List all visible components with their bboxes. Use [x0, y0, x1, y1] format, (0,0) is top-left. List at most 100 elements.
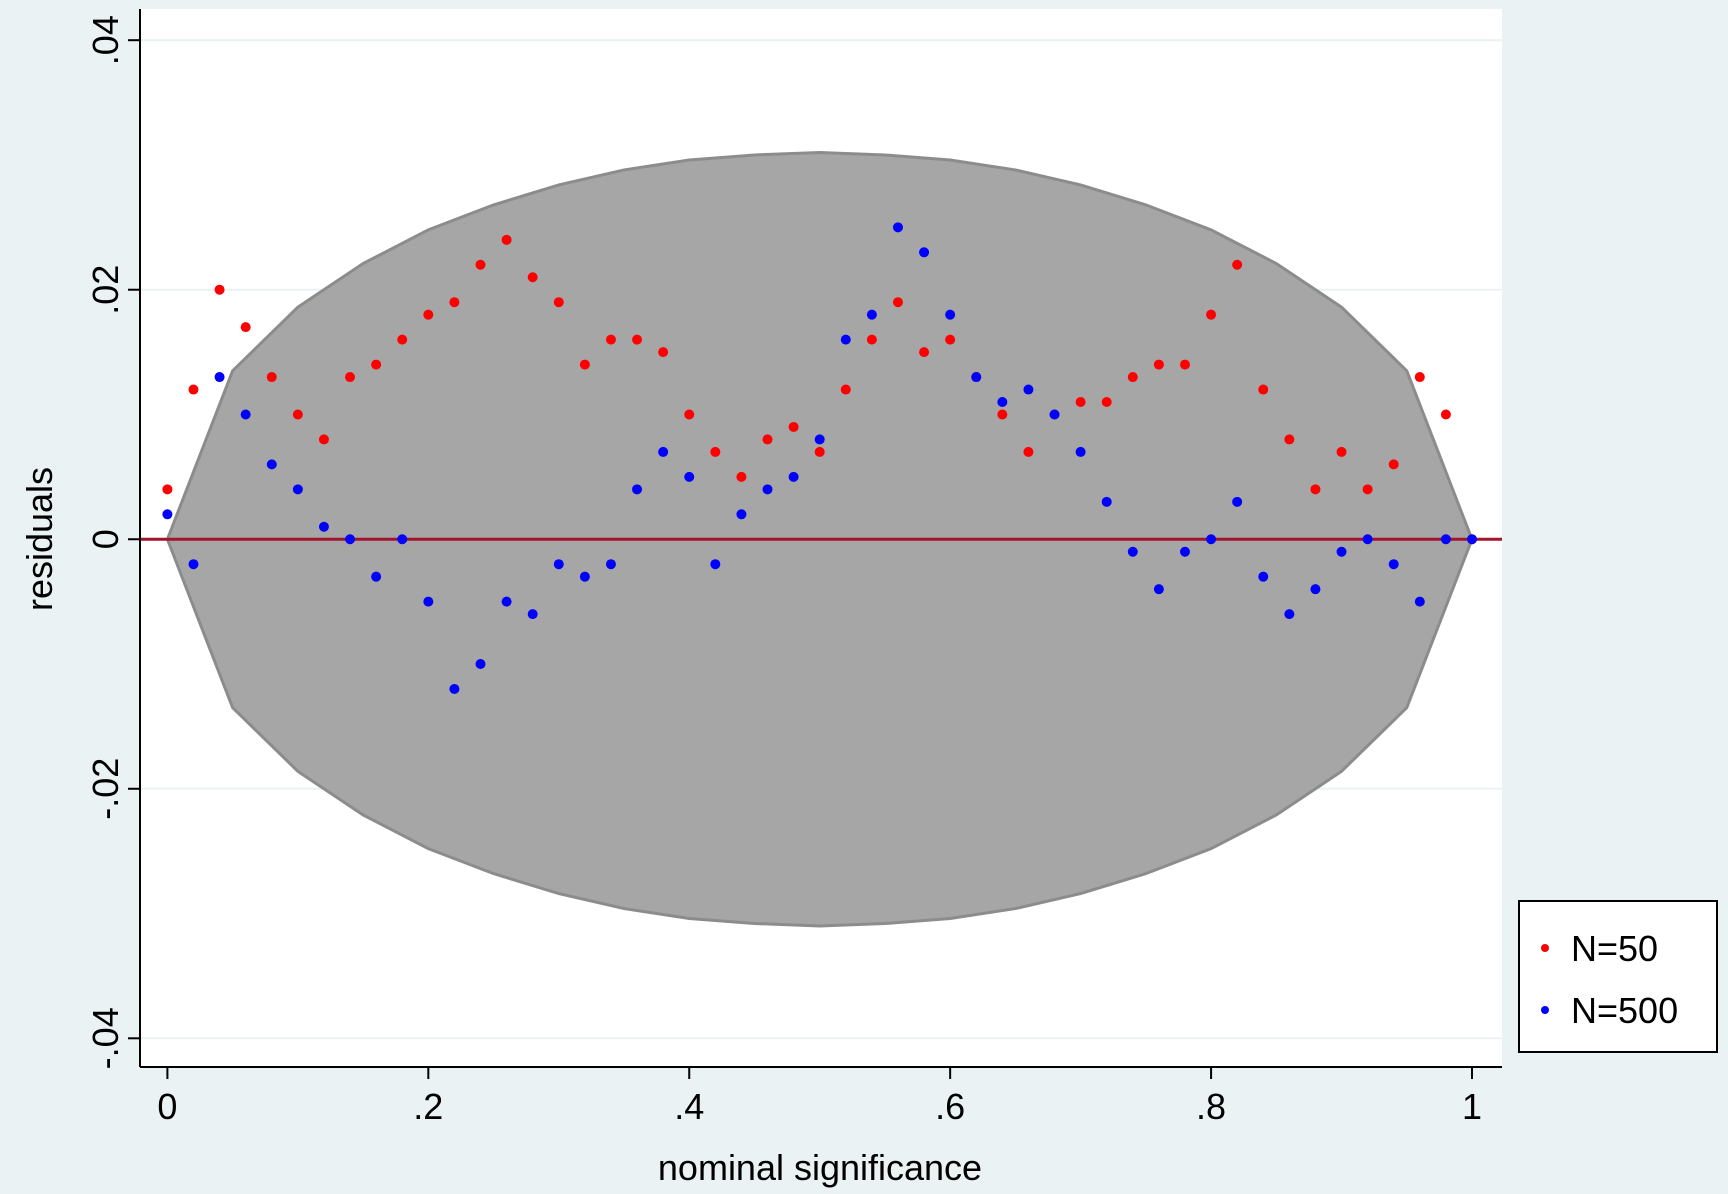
point	[188, 384, 199, 395]
point	[423, 596, 434, 607]
y-tick-label: .04	[85, 15, 126, 65]
point	[475, 259, 486, 270]
point	[1258, 384, 1269, 395]
point	[162, 484, 173, 495]
point	[1414, 372, 1425, 383]
point	[840, 334, 851, 345]
point	[997, 409, 1008, 420]
point	[1310, 584, 1321, 595]
point	[684, 471, 695, 482]
legend-label: N=500	[1571, 990, 1678, 1031]
point	[840, 384, 851, 395]
point	[605, 559, 616, 570]
point	[579, 571, 590, 582]
point	[266, 459, 277, 470]
point	[553, 297, 564, 308]
point	[1232, 259, 1243, 270]
x-axis-title: nominal significance	[658, 1147, 982, 1188]
point	[1336, 446, 1347, 457]
point	[449, 297, 460, 308]
point	[292, 484, 303, 495]
point	[1075, 397, 1086, 408]
y-tick-label: 0	[85, 529, 126, 549]
point	[1127, 372, 1138, 383]
point	[736, 509, 747, 520]
point	[632, 484, 643, 495]
point	[1179, 359, 1190, 370]
point	[240, 322, 251, 333]
point	[318, 434, 329, 445]
point	[292, 409, 303, 420]
point	[684, 409, 695, 420]
point	[1284, 609, 1295, 620]
point	[214, 284, 225, 295]
y-tick-label: .02	[85, 265, 126, 315]
x-tick-label: .6	[935, 1086, 965, 1127]
point	[397, 534, 408, 545]
legend-box	[1518, 900, 1718, 1053]
point	[1440, 534, 1451, 545]
point	[1127, 546, 1138, 557]
y-tick-label: -.02	[85, 758, 126, 820]
point	[371, 571, 382, 582]
point	[475, 659, 486, 670]
legend-marker	[1541, 944, 1549, 952]
point	[945, 309, 956, 320]
point	[1023, 446, 1034, 457]
point	[1101, 496, 1112, 507]
point	[1310, 484, 1321, 495]
point	[605, 334, 616, 345]
point	[1362, 534, 1373, 545]
point	[788, 471, 799, 482]
x-tick-label: 1	[1462, 1086, 1482, 1127]
point	[501, 596, 512, 607]
point	[710, 559, 721, 570]
point	[1049, 409, 1060, 420]
point	[814, 446, 825, 457]
point	[579, 359, 590, 370]
point	[1440, 409, 1451, 420]
point	[240, 409, 251, 420]
point	[1153, 584, 1164, 595]
point	[1075, 446, 1086, 457]
point	[1388, 459, 1399, 470]
point	[345, 372, 356, 383]
point	[866, 334, 877, 345]
y-tick-label: -.04	[85, 1007, 126, 1069]
x-tick-label: .8	[1196, 1086, 1226, 1127]
point	[1206, 534, 1217, 545]
point	[527, 609, 538, 620]
point	[788, 421, 799, 432]
point	[632, 334, 643, 345]
point	[397, 334, 408, 345]
x-tick-label: .4	[674, 1086, 704, 1127]
point	[345, 534, 356, 545]
point	[162, 509, 173, 520]
point	[1232, 496, 1243, 507]
point	[866, 309, 877, 320]
point	[1284, 434, 1295, 445]
x-tick-label: 0	[157, 1086, 177, 1127]
point	[371, 359, 382, 370]
point	[1101, 397, 1112, 408]
point	[762, 484, 773, 495]
point	[449, 683, 460, 694]
point	[997, 397, 1008, 408]
point	[553, 559, 564, 570]
point	[423, 309, 434, 320]
point	[1414, 596, 1425, 607]
point	[658, 446, 669, 457]
point	[501, 234, 512, 245]
point	[971, 372, 982, 383]
point	[892, 222, 903, 233]
point	[814, 434, 825, 445]
y-axis-title: residuals	[19, 467, 60, 611]
point	[658, 347, 669, 358]
point	[527, 272, 538, 283]
point	[1206, 309, 1217, 320]
point	[1023, 384, 1034, 395]
point	[762, 434, 773, 445]
point	[188, 559, 199, 570]
